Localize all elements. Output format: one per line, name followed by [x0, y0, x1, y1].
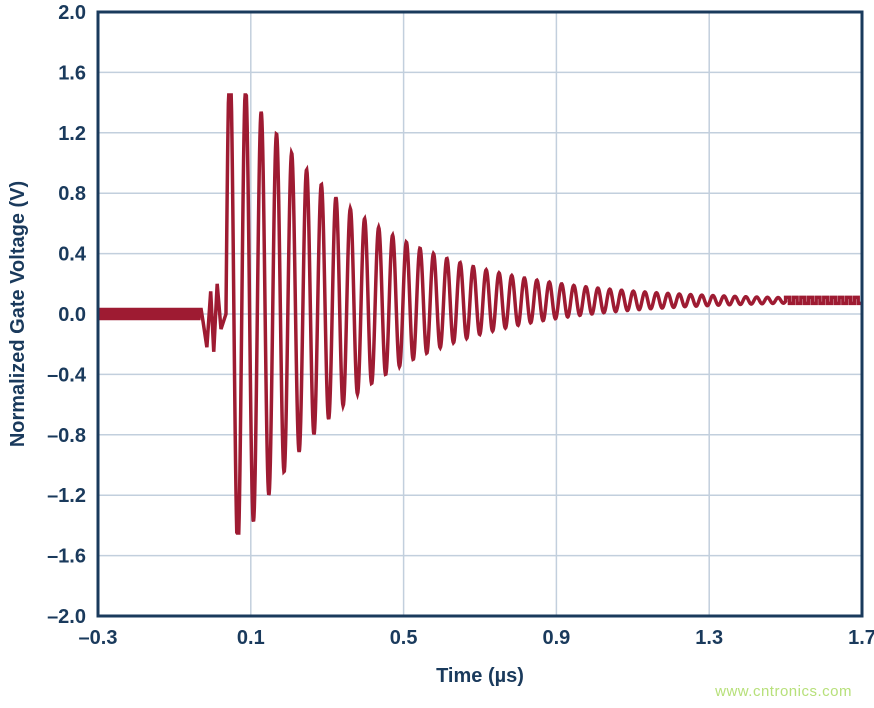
y-tick-label: 1.6 [58, 62, 86, 84]
x-tick-label: 0.5 [390, 627, 418, 649]
y-tick-label: 2.0 [58, 2, 86, 24]
x-tick-label: 0.1 [237, 627, 265, 649]
y-tick-label: 0.0 [58, 304, 86, 326]
y-tick-label: –2.0 [47, 606, 86, 628]
x-tick-label: 1.7 [848, 627, 874, 649]
watermark: www.cntronics.com [715, 683, 852, 700]
chart-container: –0.3 0.1 0.5 0.9 1.3 1.7 –2.0 –1.6 –1.2 –0.8 –0.4 0… [0, 0, 874, 708]
y-axis-label: Normalized Gate Voltage (V) [7, 181, 29, 447]
x-tick-label: 0.9 [542, 627, 570, 649]
y-tick-label: –1.6 [47, 546, 86, 568]
x-axis-label: Time (µs) [436, 665, 524, 687]
y-tick-label: –1.2 [47, 485, 86, 507]
y-tick-label: 1.2 [58, 123, 86, 145]
y-tick-label: 0.4 [58, 244, 87, 266]
y-tick-label: –0.4 [47, 364, 87, 386]
y-tick-label: –0.8 [47, 425, 86, 447]
chart-svg: –0.3 0.1 0.5 0.9 1.3 1.7 –2.0 –1.6 –1.2 –0.8 –0.4 0… [0, 0, 874, 708]
y-tick-label: 0.8 [58, 183, 86, 205]
x-tick-label: 1.3 [695, 627, 723, 649]
x-tick-label: –0.3 [79, 627, 118, 649]
